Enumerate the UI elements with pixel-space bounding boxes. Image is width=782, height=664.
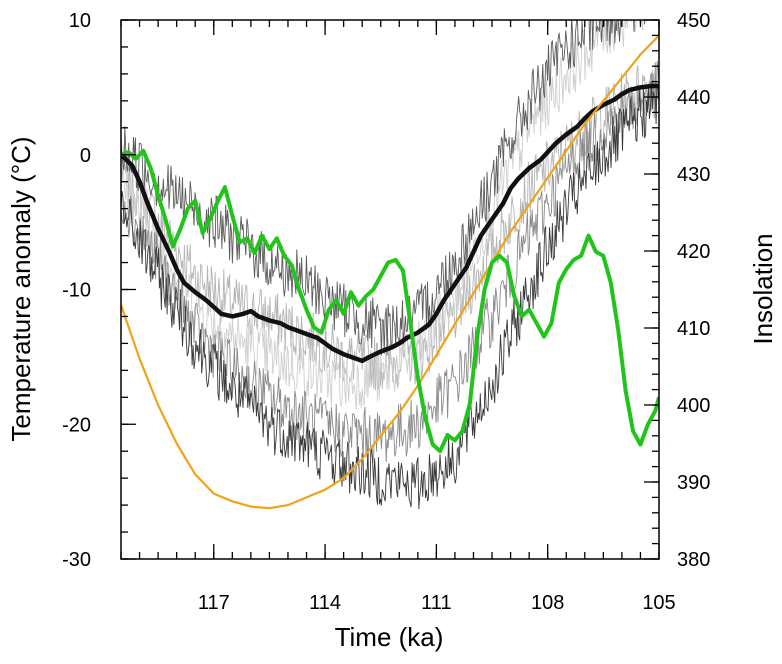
green-temperature-line — [121, 148, 659, 454]
y-axis-label: Temperature anomaly (°C) — [6, 136, 36, 441]
x-tick-label: 108 — [531, 592, 564, 614]
series-layer — [121, 20, 659, 510]
ensemble-mean-line — [121, 83, 659, 364]
y2-tick-label: 430 — [677, 164, 710, 186]
insolation-line — [121, 34, 659, 510]
x-tick-label: 111 — [421, 592, 451, 614]
x-axis-label: Time (ka) — [335, 622, 444, 652]
y2-tick-label: 400 — [677, 395, 710, 417]
y-tick-label: -10 — [62, 280, 91, 302]
x-tick-label: 105 — [642, 592, 675, 614]
y-tick-label: -30 — [62, 549, 91, 571]
y2-tick-label: 450 — [677, 10, 710, 32]
y2-tick-label: 390 — [677, 472, 710, 494]
y2-axis-label: Insolation — [748, 233, 778, 344]
y-tick-label: -20 — [62, 414, 91, 436]
x-tick-label: 114 — [309, 592, 341, 614]
label-layer: Time (ka) Temperature anomaly (°C) Insol… — [6, 136, 778, 652]
axis-layer: 117 114 111 108 105 -30 -20 -10 0 10 380 390 400 410 4… — [62, 10, 710, 614]
y-tick-label: 10 — [69, 10, 91, 32]
y2-tick-label: 440 — [677, 87, 710, 109]
ensemble-member-line-2 — [121, 20, 644, 410]
y2-tick-label: 410 — [677, 318, 710, 340]
y2-tick-label: 380 — [677, 549, 710, 571]
ensemble-member-line-3 — [121, 60, 659, 464]
y-tick-label: 0 — [80, 145, 91, 167]
y2-tick-label: 420 — [677, 241, 710, 263]
x-tick-label: 117 — [198, 592, 230, 614]
ensemble-member-line-4 — [121, 81, 659, 510]
ensemble-member-line-5 — [121, 20, 646, 356]
